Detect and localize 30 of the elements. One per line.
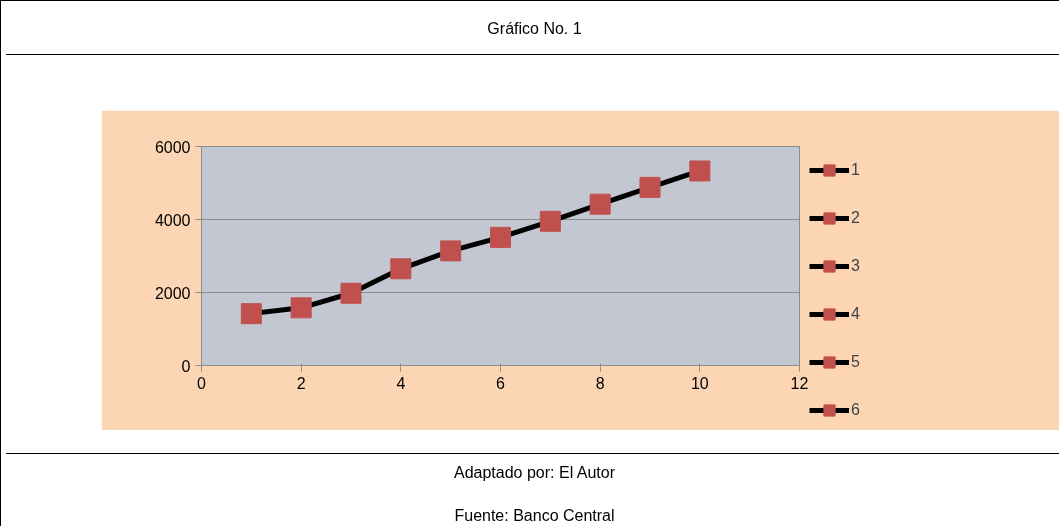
point — [240, 303, 262, 325]
point — [290, 297, 312, 319]
text: Adaptado por: El Autor — [454, 463, 615, 483]
y-tick-label: 2000 — [154, 284, 191, 302]
point — [340, 282, 362, 304]
point — [689, 160, 711, 182]
legend-label: 2 — [851, 209, 861, 227]
x-tick-label: 12 — [790, 374, 809, 392]
point — [390, 258, 412, 280]
x-tick-label: 0 — [197, 374, 207, 392]
point — [589, 193, 611, 215]
legend-label: 6 — [851, 401, 861, 419]
y-tick-label: 0 — [181, 357, 191, 375]
point — [490, 226, 511, 248]
legend-label: 1 — [851, 161, 861, 179]
legend-label: 3 — [851, 257, 861, 275]
x-tick-label: 2 — [296, 374, 306, 392]
point — [440, 240, 462, 262]
chart-title: Gráfico No. 1 — [487, 19, 582, 39]
legend-label: 4 — [851, 305, 861, 323]
x-tick-label: 4 — [396, 374, 406, 392]
y-tick-label: 6000 — [154, 138, 191, 156]
point — [639, 176, 661, 198]
y-tick-label: 4000 — [154, 211, 191, 229]
point — [539, 210, 561, 232]
x-tick-label: 8 — [595, 374, 605, 392]
x-tick-label: 6 — [496, 374, 506, 392]
x-tick-label: 10 — [690, 374, 709, 392]
source-note: Fuente: Banco Central — [454, 506, 615, 526]
legend-label: 5 — [851, 353, 861, 371]
